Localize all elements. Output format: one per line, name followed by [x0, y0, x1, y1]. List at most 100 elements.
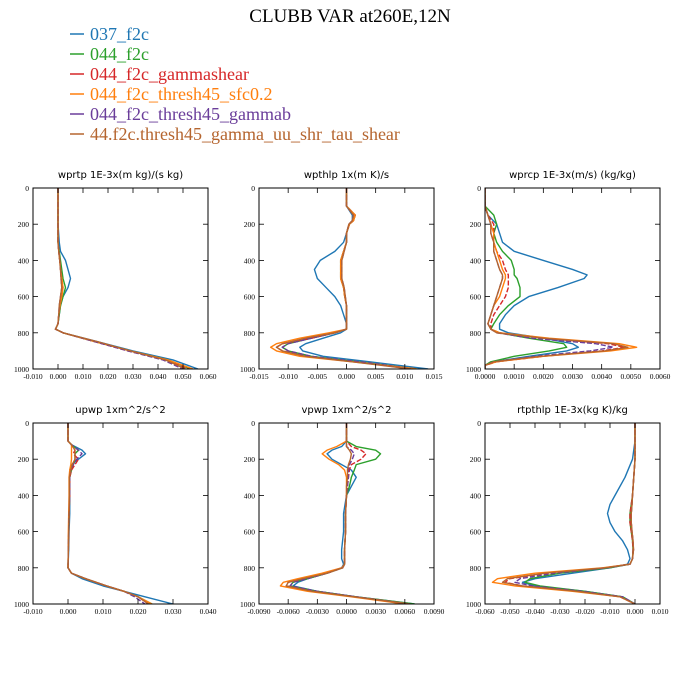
chart-panel: vpwp 1xm^2/s^2 -0.0090 -0.0060 -0.0030 0.000…: [240, 405, 445, 616]
x-tick-label: 0.010: [95, 607, 112, 616]
y-tick-label: 200: [470, 455, 482, 464]
y-tick-label: 400: [244, 256, 256, 265]
series-line: [485, 188, 615, 369]
series-group: [491, 423, 636, 604]
plot-frame: [484, 422, 661, 605]
series-line: [485, 188, 568, 369]
plot-frame: [258, 422, 435, 605]
series-line: [292, 423, 415, 604]
legend-entry: 44.f2c.thresh45_gamma_uu_shr_tau_shear: [70, 124, 400, 144]
legend-entry: 037_f2c: [70, 24, 149, 44]
y-tick-label: 200: [470, 220, 482, 229]
x-tick-label: -0.010: [23, 607, 43, 616]
x-tick-label: 0.050: [175, 372, 192, 381]
x-tick-label: 0.0020: [533, 372, 554, 381]
x-tick-label: 0.015: [426, 372, 443, 381]
chart-panel: upwp 1xm^2/s^2 -0.010 0.000 0.010 0.020 0.030…: [14, 405, 217, 616]
x-tick-label: -0.005: [308, 372, 328, 381]
y-tick-label: 800: [244, 564, 256, 573]
x-tick-label: -0.0090: [247, 607, 270, 616]
series-line: [485, 188, 629, 369]
panels-grid: wprtp 1E-3x(m kg)/(s kg) -0.010 0.000 0.010…: [14, 170, 671, 616]
y-tick-label: 1000: [240, 600, 255, 609]
x-tick-label: 0.010: [652, 607, 669, 616]
y-tick-label: 800: [470, 329, 482, 338]
x-tick-label: -0.030: [550, 607, 570, 616]
x-tick-label: 0.0090: [424, 607, 445, 616]
x-tick-label: 0.010: [396, 372, 413, 381]
y-tick-label: 1000: [466, 600, 481, 609]
y-tick-label: 400: [18, 491, 30, 500]
x-tick-label: -0.0030: [306, 607, 329, 616]
series-line: [54, 188, 189, 369]
x-tick-label: 0.0030: [365, 607, 386, 616]
y-tick-label: 0: [477, 184, 481, 193]
legend-label: 044_f2c: [90, 44, 149, 64]
series-line: [285, 423, 410, 604]
y-tick-label: 800: [470, 564, 482, 573]
x-tick-label: 0.0010: [504, 372, 525, 381]
legend-label: 044_f2c_thresh45_gammab: [90, 104, 291, 124]
series-line: [67, 423, 149, 604]
series-group: [485, 188, 638, 369]
x-tick-label: 0.030: [165, 607, 182, 616]
series-group: [54, 188, 199, 369]
series-line: [281, 188, 411, 369]
series-line: [275, 188, 411, 369]
x-tick-label: 0.020: [100, 372, 117, 381]
y-tick-label: 1000: [466, 365, 481, 374]
series-line: [54, 188, 186, 369]
y-tick-label: 800: [244, 329, 256, 338]
chart-panel: wprcp 1E-3x(m/s) (kg/kg) 0.0000 0.0010 0.00…: [466, 170, 671, 381]
plot-frame: [32, 422, 209, 605]
y-tick-label: 600: [244, 293, 256, 302]
series-line: [524, 423, 636, 604]
chart-panel: rtpthlp 1E-3x(kg K)/kg -0.060 -0.050 -0.040…: [466, 405, 669, 616]
y-tick-label: 200: [244, 220, 256, 229]
y-tick-label: 600: [244, 528, 256, 537]
panel-title: wpthlp 1x(m K)/s: [304, 170, 389, 181]
y-tick-label: 600: [18, 293, 30, 302]
legend-label: 44.f2c.thresh45_gamma_uu_shr_tau_shear: [90, 124, 400, 144]
x-tick-label: 0.020: [130, 607, 147, 616]
x-tick-label: 0.0000: [475, 372, 496, 381]
x-tick-label: 0.010: [75, 372, 92, 381]
legend-label: 044_f2c_gammashear: [90, 64, 249, 84]
x-tick-label: 0.0060: [395, 607, 416, 616]
y-tick-label: 400: [244, 491, 256, 500]
x-tick-label: 0.000: [338, 372, 355, 381]
series-line: [54, 188, 194, 369]
series-line: [281, 188, 417, 369]
series-line: [501, 423, 636, 604]
y-tick-label: 200: [18, 220, 30, 229]
x-tick-label: -0.020: [575, 607, 595, 616]
legend-entry: 044_f2c_gammashear: [70, 64, 249, 84]
y-tick-label: 1000: [240, 365, 255, 374]
x-tick-label: -0.010: [600, 607, 620, 616]
panel-title: vpwp 1xm^2/s^2: [301, 405, 391, 416]
y-tick-label: 0: [251, 184, 255, 193]
x-tick-label: -0.060: [475, 607, 495, 616]
x-tick-label: -0.040: [525, 607, 545, 616]
y-tick-label: 800: [18, 564, 30, 573]
series-line: [54, 188, 184, 369]
x-tick-label: 0.040: [150, 372, 167, 381]
x-tick-label: -0.010: [278, 372, 298, 381]
x-tick-label: 0.000: [627, 607, 644, 616]
x-tick-label: 0.005: [367, 372, 384, 381]
series-line: [485, 188, 588, 369]
panel-title: upwp 1xm^2/s^2: [75, 405, 165, 416]
series-group: [269, 188, 429, 369]
y-tick-label: 400: [470, 491, 482, 500]
x-tick-label: 0.030: [125, 372, 142, 381]
series-line: [54, 188, 199, 369]
plot-frame: [484, 187, 661, 370]
x-tick-label: 0.0050: [621, 372, 642, 381]
x-tick-label: -0.015: [249, 372, 269, 381]
x-tick-label: -0.050: [500, 607, 520, 616]
chart-panel: wpthlp 1x(m K)/s -0.015 -0.010 -0.005 0.000 0…: [240, 170, 443, 381]
legend-entry: 044_f2c_thresh45_sfc0.2: [70, 84, 272, 104]
x-tick-label: 0.0030: [562, 372, 583, 381]
y-tick-label: 0: [25, 419, 29, 428]
